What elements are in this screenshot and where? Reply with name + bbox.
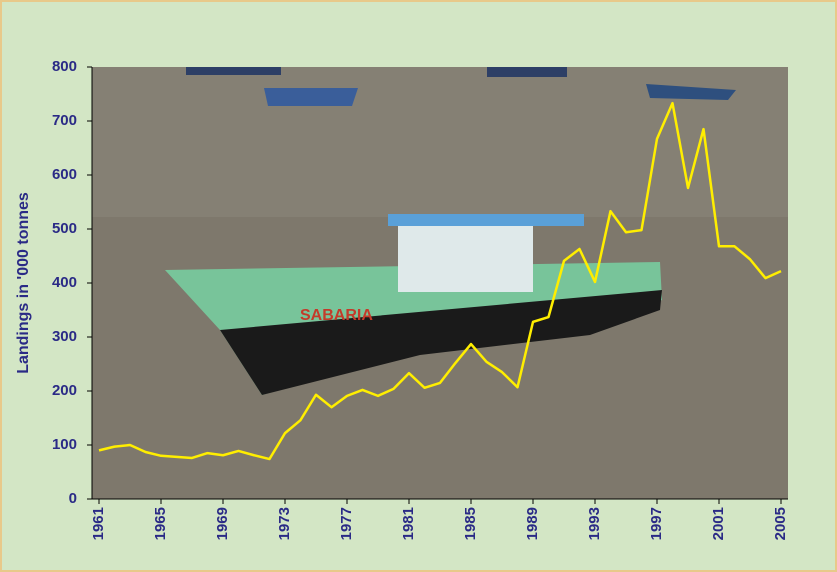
boat: [646, 84, 736, 100]
boat-cabin: [398, 222, 533, 292]
y-axis-title: Landings in '000 tonnes: [15, 192, 32, 374]
x-tick-label: 1997: [648, 507, 665, 540]
y-tick-label: 300: [52, 328, 77, 345]
x-tick-label: 1973: [276, 507, 293, 540]
x-tick-label: 2001: [710, 507, 727, 540]
y-tick-label: 200: [52, 382, 77, 399]
boat-roof: [388, 214, 584, 226]
x-tick-label: 1993: [586, 507, 603, 540]
boat-name: SABARIA: [300, 307, 373, 324]
boat: [186, 67, 281, 75]
x-tick-label: 1961: [90, 507, 107, 540]
boat: [264, 88, 358, 106]
x-tick-label: 1965: [152, 507, 169, 540]
y-tick-label: 700: [52, 112, 77, 129]
y-tick-label: 400: [52, 274, 77, 291]
x-tick-label: 1985: [462, 507, 479, 540]
x-tick-label: 1981: [400, 507, 417, 540]
y-tick-label: 600: [52, 166, 77, 183]
data-line: [98, 101, 782, 461]
x-tick-label: 1969: [214, 507, 231, 540]
y-tick-label: 0: [69, 490, 77, 507]
y-tick-label: 800: [52, 58, 77, 75]
x-tick-label: 2005: [772, 507, 789, 540]
y-tick-label: 500: [52, 220, 77, 237]
boat: [487, 67, 567, 77]
y-tick-label: 100: [52, 436, 77, 453]
x-tick-label: 1977: [338, 507, 355, 540]
photo: SABARIA: [92, 67, 788, 499]
boat-hull-lower: [220, 290, 662, 395]
x-tick-label: 1989: [524, 507, 541, 540]
